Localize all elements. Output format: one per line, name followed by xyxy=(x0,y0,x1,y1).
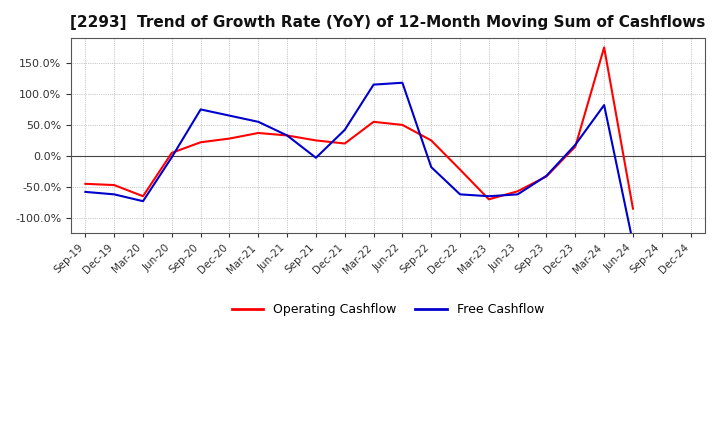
Legend: Operating Cashflow, Free Cashflow: Operating Cashflow, Free Cashflow xyxy=(227,298,549,321)
Title: [2293]  Trend of Growth Rate (YoY) of 12-Month Moving Sum of Cashflows: [2293] Trend of Growth Rate (YoY) of 12-… xyxy=(71,15,706,30)
